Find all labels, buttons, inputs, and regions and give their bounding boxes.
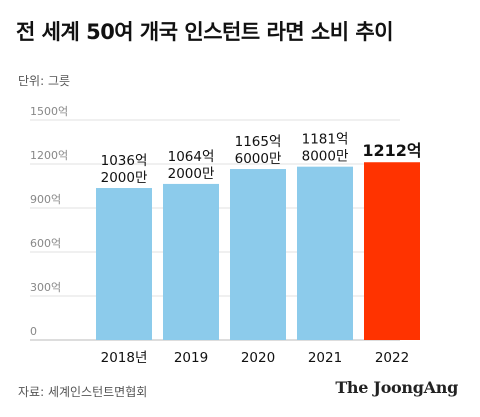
y-tick-label: 300억: [30, 281, 61, 294]
bar-2022: [364, 162, 420, 340]
bar-value-labels: 1036억2000만1064억2000만1165억6000만1181억8000만…: [101, 132, 422, 186]
source-note: 자료: 세계인스턴트면협회: [18, 385, 148, 399]
bar-value-label: 1165억: [235, 134, 282, 150]
bar-value-label: 6000만: [235, 151, 282, 167]
y-tick-label: 0: [30, 325, 37, 338]
unit-label: 단위: 그릇: [18, 74, 71, 88]
publisher-logo: The JoongAng: [335, 378, 458, 397]
bar-value-label: 8000만: [302, 149, 349, 165]
bar-value-label: 1036억: [101, 153, 148, 169]
bar-value-label: 2000만: [168, 166, 215, 182]
y-axis-ticks: 0 300억 600억 900억 1200억 1500억: [30, 105, 68, 338]
bar-2020: [230, 169, 286, 340]
bars: [96, 162, 420, 340]
bar-2019: [163, 183, 219, 340]
x-tick-label: 2022: [375, 350, 409, 366]
bar-value-label: 2000만: [101, 170, 148, 186]
x-tick-label: 2019: [174, 350, 208, 366]
x-axis-ticks: 2018년 2019 2020 2021 2022: [101, 350, 410, 366]
y-tick-label: 900억: [30, 193, 61, 206]
bar-value-label: 1212억: [362, 141, 421, 160]
y-tick-label: 1500억: [30, 105, 68, 118]
bar-value-label: 1181억: [302, 132, 349, 148]
y-tick-label: 1200억: [30, 149, 68, 162]
bar-value-label: 1064억: [168, 149, 215, 165]
bar-2018년: [96, 188, 152, 340]
chart-title: 전 세계 50여 개국 인스턴트 라면 소비 추이: [16, 20, 394, 44]
y-tick-label: 600억: [30, 237, 61, 250]
x-tick-label: 2018년: [101, 350, 148, 366]
x-tick-label: 2020: [241, 350, 275, 366]
x-tick-label: 2021: [308, 350, 342, 366]
bar-2021: [297, 166, 353, 340]
